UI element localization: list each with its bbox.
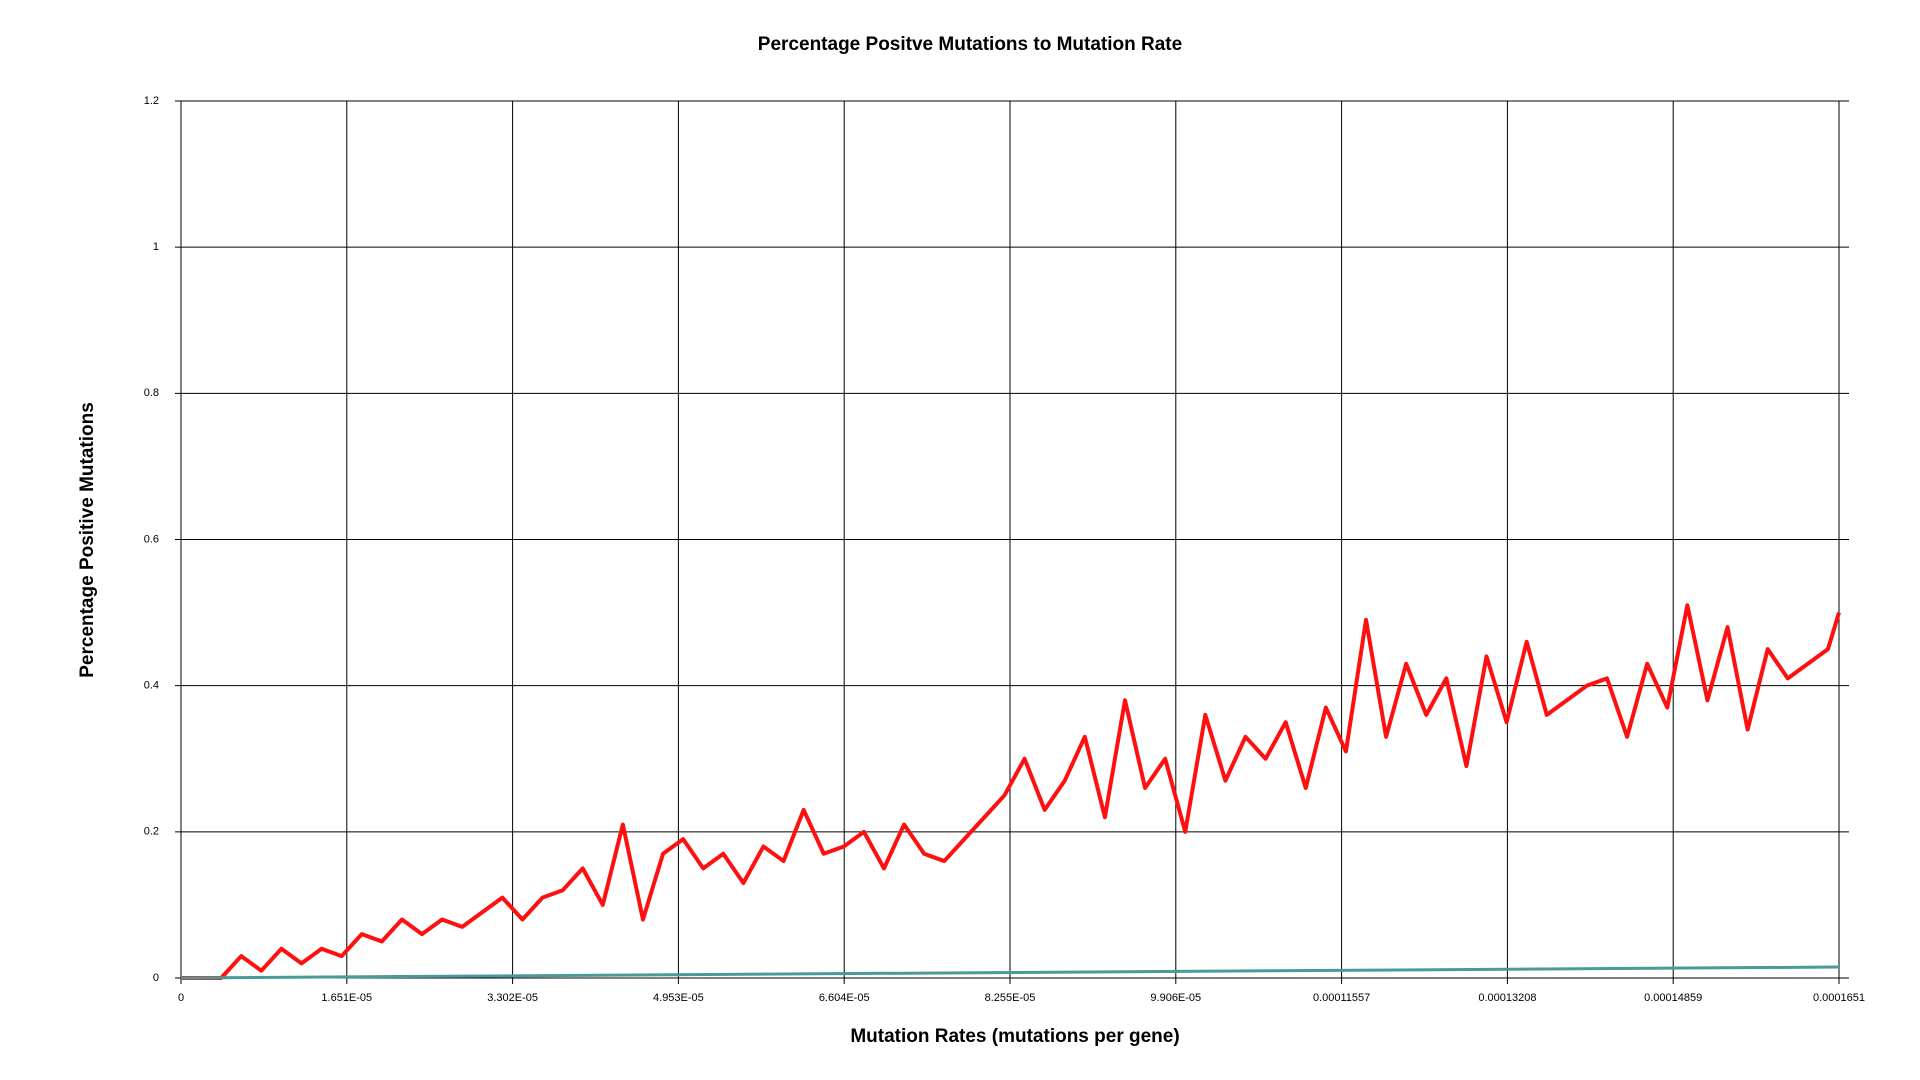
x-tick-label: 6.604E-05 — [819, 992, 870, 1004]
y-tick-label: 0 — [153, 972, 159, 984]
y-axis-label: Percentage Positive Mutations — [77, 402, 98, 678]
y-tick-label: 0.6 — [144, 533, 159, 545]
data-line — [180, 965, 1840, 980]
y-tick-label: 1 — [153, 241, 159, 253]
x-tick-label: 0 — [178, 992, 184, 1004]
x-tick-label: 0.0001651 — [1813, 992, 1865, 1004]
chart-title: Percentage Positve Mutations to Mutation… — [758, 34, 1182, 55]
x-tick-label: 8.255E-05 — [985, 992, 1036, 1004]
x-tick-label: 4.953E-05 — [653, 992, 704, 1004]
x-tick-label: 3.302E-05 — [487, 992, 538, 1004]
data-line — [181, 603, 1841, 980]
x-tick-label: 0.00014859 — [1644, 992, 1702, 1004]
y-tick-label: 0.4 — [144, 680, 159, 692]
y-tick-label: 1.2 — [144, 95, 159, 107]
y-tick-label: 0.8 — [144, 387, 159, 399]
x-tick-label: 0.00011557 — [1313, 992, 1370, 1004]
x-tick-label: 0.00013208 — [1478, 992, 1536, 1004]
y-tick-label: 0.2 — [144, 826, 159, 838]
x-axis-label: Mutation Rates (mutations per gene) — [850, 1026, 1179, 1047]
x-tick-label: 9.906E-05 — [1150, 992, 1201, 1004]
x-tick-label: 1.651E-05 — [321, 992, 372, 1004]
